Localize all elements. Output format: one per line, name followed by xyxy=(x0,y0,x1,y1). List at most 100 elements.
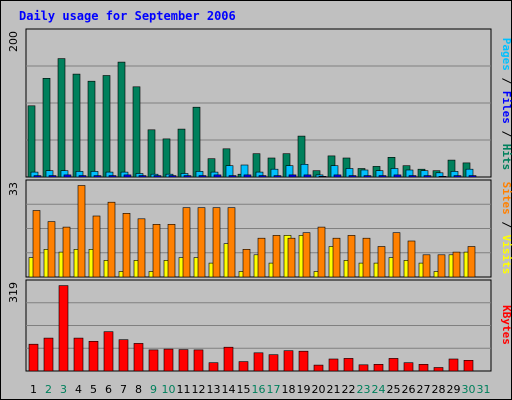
bar-sites-day-2 xyxy=(47,221,56,278)
bar-sites-day-6 xyxy=(107,201,116,278)
bar-kbytes-day-3 xyxy=(58,285,69,372)
bar-sites-day-10 xyxy=(167,224,176,278)
bar-sites-day-9 xyxy=(152,224,161,278)
bar-hits-day-4 xyxy=(72,73,81,178)
bar-pages-day-4 xyxy=(78,175,87,178)
day-label-28: 28 xyxy=(432,383,446,396)
day-label-20: 20 xyxy=(312,383,326,396)
day-label-17: 17 xyxy=(267,383,281,396)
bar-hits-day-6 xyxy=(102,75,111,178)
panel-kbytes: 319 KBytes xyxy=(7,279,512,372)
bar-kbytes-day-8 xyxy=(133,343,144,372)
bar-kbytes-day-1 xyxy=(28,343,39,372)
bar-kbytes-day-21 xyxy=(328,358,339,372)
bar-pages-day-10 xyxy=(168,175,177,178)
bar-pages-day-21 xyxy=(333,174,342,178)
bar-pages-day-5 xyxy=(93,175,102,178)
bar-pages-day-8 xyxy=(138,175,147,178)
legend-hits: Hits xyxy=(500,144,512,171)
bar-pages-day-7 xyxy=(123,174,132,178)
day-label-19: 19 xyxy=(297,383,311,396)
bar-kbytes-day-25 xyxy=(388,358,399,372)
bar-pages-day-16 xyxy=(258,175,267,178)
bar-kbytes-day-16 xyxy=(253,352,264,372)
bar-kbytes-day-20 xyxy=(313,364,324,372)
day-label-10: 10 xyxy=(162,383,176,396)
bar-sites-day-19 xyxy=(302,232,311,278)
bar-sites-day-20 xyxy=(317,226,326,278)
bar-kbytes-day-14 xyxy=(223,346,234,372)
bar-sites-day-15 xyxy=(242,249,251,278)
bar-pages-day-3 xyxy=(63,174,72,178)
bar-hits-day-9 xyxy=(147,129,156,178)
bar-sites-day-24 xyxy=(377,246,386,278)
bar-kbytes-day-24 xyxy=(373,363,384,372)
bar-hits-day-3 xyxy=(57,58,66,178)
bar-pages-day-23 xyxy=(363,175,372,178)
bar-kbytes-day-5 xyxy=(88,340,99,372)
bar-kbytes-day-10 xyxy=(163,348,174,372)
day-label-13: 13 xyxy=(207,383,221,396)
bar-sites-day-13 xyxy=(212,207,221,278)
panel-visits: 33 Sites / Visits xyxy=(7,179,512,278)
day-label-22: 22 xyxy=(342,383,356,396)
bar-kbytes-day-4 xyxy=(73,337,84,372)
ymax-label-kbytes: 319 xyxy=(7,282,20,303)
bar-sites-day-1 xyxy=(32,210,41,278)
bar-sites-day-26 xyxy=(407,240,416,278)
legend-separator: / xyxy=(500,71,512,91)
bar-pages-day-15 xyxy=(243,174,252,178)
bar-pages-day-1 xyxy=(33,175,42,178)
ymax-label-visits: 33 xyxy=(7,182,20,196)
bar-sites-day-25 xyxy=(392,232,401,278)
day-label-14: 14 xyxy=(222,383,236,396)
bar-sites-day-27 xyxy=(422,254,431,278)
bar-pages-day-17 xyxy=(273,175,282,178)
day-label-30: 30 xyxy=(462,383,476,396)
bar-hits-day-5 xyxy=(87,80,96,178)
bar-kbytes-day-11 xyxy=(178,349,189,372)
bar-hits-day-10 xyxy=(162,138,171,178)
bar-pages-day-6 xyxy=(108,175,117,178)
bar-pages-day-26 xyxy=(408,175,417,178)
day-label-3: 3 xyxy=(60,383,67,396)
bar-sites-day-14 xyxy=(227,207,236,278)
bar-pages-day-2 xyxy=(48,175,57,178)
bar-hits-day-2 xyxy=(42,78,51,178)
day-label-4: 4 xyxy=(75,383,82,396)
bar-kbytes-day-22 xyxy=(343,358,354,372)
day-label-8: 8 xyxy=(135,383,142,396)
bar-sites-day-11 xyxy=(182,207,191,278)
bar-pages-day-24 xyxy=(378,175,387,178)
day-label-16: 16 xyxy=(252,383,266,396)
day-label-1: 1 xyxy=(30,383,37,396)
legend-visits: Sites / Visits xyxy=(500,182,512,275)
bar-pages-day-22 xyxy=(348,175,357,178)
bar-sites-day-4 xyxy=(77,185,86,278)
bar-kbytes-day-6 xyxy=(103,331,114,372)
bar-sites-day-23 xyxy=(362,237,371,278)
bar-pages-day-25 xyxy=(393,174,402,178)
bar-kbytes-day-2 xyxy=(43,337,54,372)
bar-kbytes-day-28 xyxy=(433,367,444,372)
legend-kbytes: KBytes xyxy=(500,305,512,345)
bar-sites-day-7 xyxy=(122,213,131,278)
bar-hits-day-8 xyxy=(132,86,141,178)
chart-title: Daily usage for September 2006 xyxy=(19,9,236,23)
bar-sites-day-22 xyxy=(347,235,356,278)
day-label-9: 9 xyxy=(150,383,157,396)
bar-hits-day-7 xyxy=(117,61,126,178)
bar-hits-day-12 xyxy=(192,106,201,178)
day-label-7: 7 xyxy=(120,383,127,396)
bar-sites-day-12 xyxy=(197,207,206,278)
bar-kbytes-day-15 xyxy=(238,361,249,372)
bar-sites-day-8 xyxy=(137,218,146,278)
day-label-18: 18 xyxy=(282,383,296,396)
panel-hits: 200 Pages / Files / Hits xyxy=(7,28,512,178)
bar-pages-day-20 xyxy=(318,176,327,178)
legend-sites: Sites xyxy=(500,182,512,215)
legend-kbytes: KBytes xyxy=(500,305,512,345)
bar-kbytes-day-9 xyxy=(148,349,159,372)
